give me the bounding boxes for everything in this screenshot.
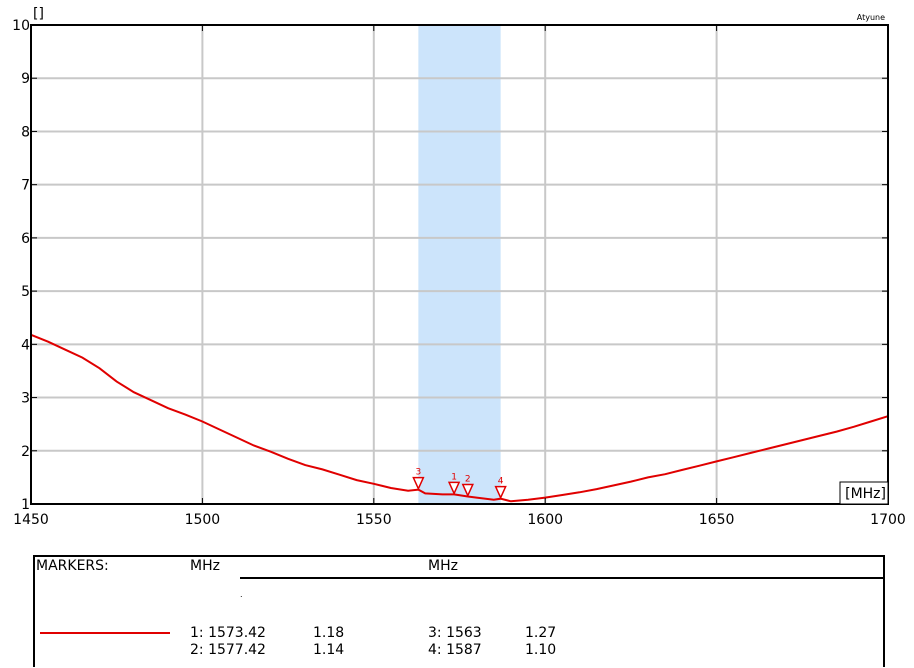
marker-row-1-right-value: 1.27 xyxy=(525,625,557,641)
y-tick-label: 1 xyxy=(21,497,30,513)
marker-4-triangle xyxy=(494,485,507,500)
markers-unit-2: MHz xyxy=(428,558,458,574)
chart: 1 234 1450 1500 1550 1600 1650 170012345678910… xyxy=(12,6,906,528)
marker-row-1-left-value: 1.18 xyxy=(313,625,345,641)
x-tick-label: 1650 xyxy=(699,512,735,528)
marker-row-1-right: 3: 1563 xyxy=(428,625,482,641)
x-tick-label: 1700 xyxy=(870,512,906,528)
x-tick-label: 1450 xyxy=(13,512,49,528)
y-tick-label: 2 xyxy=(21,444,30,460)
y-tick-label: 9 xyxy=(21,71,30,87)
marker-2-triangle xyxy=(461,483,474,498)
y-tick-label: 8 xyxy=(21,124,30,140)
markers-header-rule xyxy=(240,577,883,579)
y-tick-label: 6 xyxy=(21,231,30,247)
y-tick-label: 10 xyxy=(12,18,30,34)
marker-row-2-right-value: 1.10 xyxy=(525,642,557,658)
x-axis-label: [MHz] xyxy=(845,486,886,502)
x-tick-label: 1500 xyxy=(185,512,221,528)
markers-title: MARKERS: xyxy=(36,558,109,574)
plot-frame xyxy=(30,24,889,505)
markers-panel: MARKERS: MHz MHz . 1: 1573.42 1.18 3: 15… xyxy=(33,555,885,667)
marker-row-1-left: 1: 1573.42 xyxy=(190,625,266,641)
marker-row-2-right: 4: 1587 xyxy=(428,642,482,658)
y-tick-label: 4 xyxy=(21,337,30,353)
marker-1-label: 1 xyxy=(451,472,457,482)
series-line xyxy=(30,333,889,503)
markers-unit-1: MHz xyxy=(190,558,220,574)
x-tick-label: 1600 xyxy=(527,512,563,528)
highlight-band xyxy=(418,25,501,504)
y-axis-label: [] xyxy=(33,6,44,22)
x-axis-label-box xyxy=(839,481,889,505)
marker-3-label: 3 xyxy=(415,468,421,478)
marker-1-triangle xyxy=(447,481,461,496)
x-tick-label: 1550 xyxy=(356,512,392,528)
y-tick-label: 7 xyxy=(21,178,30,194)
marker-row-2-left: 2: 1577.42 xyxy=(190,642,266,658)
y-tick-label: 5 xyxy=(21,284,30,300)
marker-4-label: 4 xyxy=(498,477,504,487)
corner-label: Atyune xyxy=(857,13,885,22)
y-tick-label: 3 xyxy=(21,391,30,407)
marker-2-label: 2 xyxy=(465,475,471,485)
marker-row-2-left-value: 1.14 xyxy=(313,642,345,658)
legend-line-swatch xyxy=(40,632,170,634)
marker-3-triangle xyxy=(412,476,425,491)
markers-dot: . xyxy=(240,590,243,599)
